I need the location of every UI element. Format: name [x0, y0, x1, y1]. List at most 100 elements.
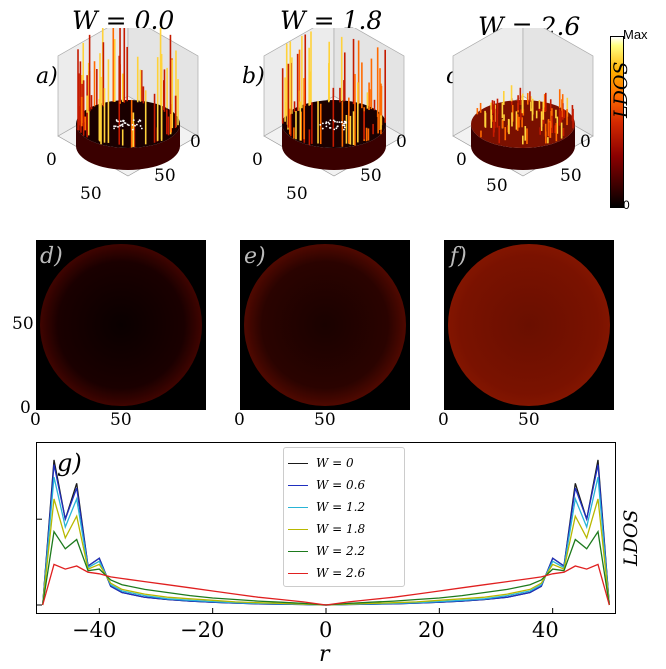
tick-label: 50	[486, 176, 508, 196]
heatmap-d: d)	[36, 240, 206, 410]
surface-dot	[341, 124, 344, 127]
surface-dot	[139, 119, 142, 122]
x-tick-label: 0	[30, 410, 41, 430]
surface-dot	[321, 122, 324, 125]
surface-dot	[120, 124, 123, 126]
panel-letter: b)	[242, 64, 265, 89]
surface-body	[76, 124, 180, 170]
surface-dot	[137, 120, 140, 123]
legend-swatch	[288, 484, 308, 486]
surface-dot	[332, 119, 335, 122]
x-tick-label: −40	[72, 618, 117, 642]
legend-label: W = 2.2	[316, 544, 366, 558]
tick-label: 50	[360, 166, 382, 186]
surface-dot	[325, 121, 328, 124]
surface-dot	[124, 122, 127, 125]
legend: W = 0 W = 0.6 W = 1.2 W = 1.8 W = 2.2 W = 2.6	[283, 447, 405, 587]
x-tick-label: 0	[438, 410, 449, 430]
surface-dot	[121, 123, 124, 126]
surface-dot	[334, 120, 336, 123]
legend-swatch	[288, 506, 308, 508]
tick-label: 0	[456, 150, 467, 170]
surface-dot	[131, 124, 134, 126]
legend-label: W = 1.8	[316, 522, 366, 536]
legend-entry: W = 0	[288, 454, 354, 472]
line-chart-svg	[37, 459, 610, 613]
surface-dot	[338, 121, 341, 123]
y-axis-label: LDOS	[620, 509, 642, 566]
x-axis-label: r	[319, 642, 330, 667]
legend-entry: W = 1.8	[288, 520, 365, 538]
x-tick-label: 50	[110, 410, 132, 430]
surface-dot	[341, 121, 343, 123]
legend-entry: W = 0.6	[288, 476, 365, 494]
surface-dot	[117, 120, 119, 123]
tick-label: 0	[46, 150, 57, 170]
surface-dot	[343, 126, 346, 129]
surface-dot	[114, 125, 117, 128]
panel-letter: g)	[57, 449, 82, 477]
x-tick-label: 20	[418, 618, 445, 642]
surface-dot	[342, 128, 345, 131]
x-tick-label: 50	[314, 410, 336, 430]
panel-letter: f)	[450, 244, 467, 269]
x-tick-label: 40	[532, 618, 559, 642]
legend-label: W = 2.6	[316, 566, 366, 580]
panel-letter: e)	[244, 244, 266, 269]
surface-dot	[128, 124, 130, 127]
surface-dot	[119, 120, 122, 123]
legend-entry: W = 2.6	[288, 564, 365, 582]
legend-swatch	[288, 528, 308, 530]
surface-dot	[321, 127, 324, 130]
panel-letter: a)	[36, 64, 58, 89]
tick-label: 50	[154, 166, 176, 186]
y-tick-label: 50	[12, 314, 34, 334]
legend-swatch	[288, 550, 308, 552]
surface-dot	[319, 123, 322, 126]
y-tick-label: 0	[20, 398, 31, 418]
surface-dot	[140, 127, 143, 130]
heatmap-e: e)	[240, 240, 410, 410]
tick-label: 50	[286, 184, 308, 204]
surface-panel-a: W = 0.0 a) 0 50 0 50	[30, 0, 230, 215]
legend-swatch	[288, 572, 308, 574]
legend-label: W = 0.6	[316, 478, 366, 492]
surface-dot	[336, 125, 339, 128]
surface-dot	[132, 119, 135, 122]
colorbar-min-label: 0	[623, 198, 630, 212]
surface-dot	[333, 128, 336, 131]
surface-dot	[113, 125, 116, 128]
surface-dot	[121, 125, 124, 128]
surface-dot	[131, 128, 134, 131]
surface-panel-b: W = 1.8 b) 0 50 0 50	[236, 0, 436, 215]
surface-dot	[329, 126, 332, 129]
surface-dot	[336, 121, 339, 123]
surface-dot	[344, 122, 347, 124]
heatmap-f: f)	[444, 240, 614, 410]
x-tick-label: 50	[518, 410, 540, 430]
ldos-disk	[244, 244, 406, 406]
colorbar	[610, 36, 624, 208]
x-tick-label: 0	[234, 410, 245, 430]
legend-entry: W = 2.2	[288, 542, 365, 560]
surface-dot	[139, 125, 142, 127]
tick-label: 50	[560, 166, 582, 186]
surface-dot	[329, 119, 332, 122]
series-line	[42, 563, 610, 606]
surface-dot	[335, 127, 338, 130]
ldos-disk	[40, 244, 202, 406]
surface-dot	[117, 125, 119, 128]
legend-label: W = 0	[316, 456, 354, 470]
tick-label: 0	[396, 132, 407, 152]
surface-dot	[328, 122, 331, 125]
surface-dot	[122, 120, 125, 122]
surface-plot	[57, 28, 199, 177]
surface-dot	[343, 124, 346, 127]
legend-swatch	[288, 462, 308, 464]
surface-dot	[327, 121, 330, 124]
ldos-disk	[448, 244, 610, 406]
surface-panel-c: W = 2.6 c) 0 50 0 50	[440, 0, 610, 215]
colorbar-label: LDOS	[610, 61, 632, 118]
surface-dot	[134, 124, 136, 127]
surface-body	[282, 124, 386, 170]
